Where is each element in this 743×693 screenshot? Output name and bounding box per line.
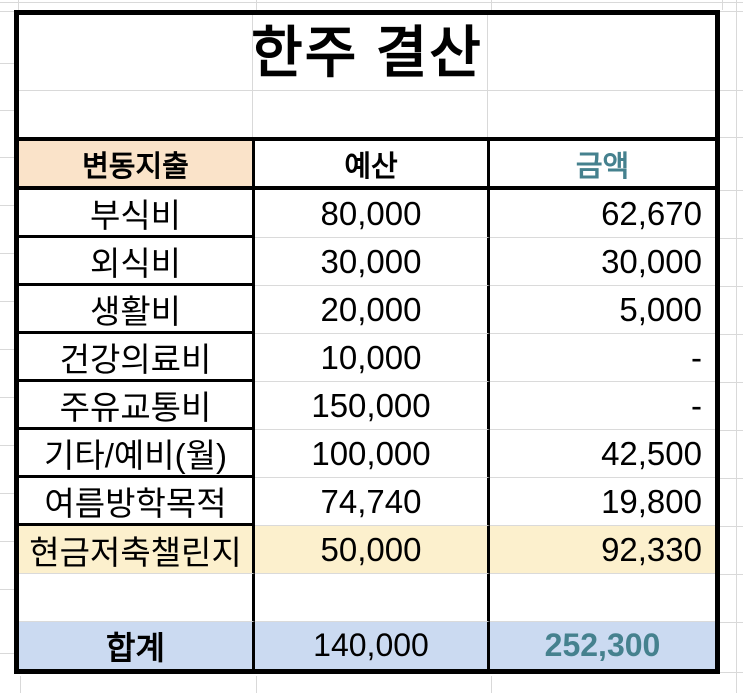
sheet-gridline xyxy=(0,445,14,446)
sheet-gridline xyxy=(0,253,14,254)
budget-cell[interactable]: 30,000 xyxy=(255,238,490,286)
sheet-gridline xyxy=(487,15,488,137)
budget-cell[interactable]: 80,000 xyxy=(255,190,490,238)
sheet-gridline xyxy=(0,653,14,654)
category-cell[interactable] xyxy=(19,574,255,622)
sheet-gridline xyxy=(0,2,743,3)
amount-cell[interactable]: 5,000 xyxy=(490,286,715,334)
budget-cell[interactable]: 20,000 xyxy=(255,286,490,334)
sheet-gridline xyxy=(0,589,14,590)
amount-cell[interactable] xyxy=(490,574,715,622)
budget-cell[interactable]: 74,740 xyxy=(255,478,490,526)
budget-cell[interactable]: 50,000 xyxy=(255,526,490,574)
header-amount-cell[interactable]: 금액 xyxy=(575,150,630,183)
sheet-gridline xyxy=(256,0,257,10)
sheet-gridline xyxy=(19,90,715,91)
header-budget-cell[interactable]: 예산 xyxy=(255,141,490,186)
sheet-gridline xyxy=(720,672,743,673)
sheet-gridline xyxy=(720,526,743,527)
amount-cell[interactable]: 62,670 xyxy=(490,190,715,238)
amount-cell[interactable]: 92,330 xyxy=(490,526,715,574)
sheet-gridline xyxy=(720,382,743,383)
amount-cell[interactable]: 42,500 xyxy=(490,430,715,478)
sheet-gridline xyxy=(0,349,14,350)
sheet-gridline xyxy=(0,493,14,494)
empty-row xyxy=(19,574,715,622)
sheet-gridline xyxy=(720,286,743,287)
sheet-gridline xyxy=(0,205,14,206)
table-row-highlighted: 현금저축챌린지 50,000 92,330 xyxy=(19,526,715,574)
sheet-gridline xyxy=(720,430,743,431)
amount-cell[interactable]: 19,800 xyxy=(490,478,715,526)
total-label-cell[interactable]: 합계 xyxy=(19,622,255,669)
table-row: 건강의료비 10,000 - xyxy=(19,334,715,382)
budget-cell[interactable]: 100,000 xyxy=(255,430,490,478)
category-cell[interactable]: 현금저축챌린지 xyxy=(19,526,255,574)
table-row: 외식비 30,000 30,000 xyxy=(19,238,715,286)
total-row: 합계 140,000 252,300 xyxy=(19,622,715,669)
header-row: 변동지출 예산 금액 xyxy=(19,137,715,190)
sheet-gridline xyxy=(720,11,743,12)
sheet-gridline xyxy=(720,238,743,239)
amount-cell[interactable]: - xyxy=(490,334,715,382)
table-row: 생활비 20,000 5,000 xyxy=(19,286,715,334)
sheet-gridline xyxy=(0,63,14,64)
sheet-gridline xyxy=(0,541,14,542)
amount-cell[interactable]: - xyxy=(490,382,715,430)
total-budget-cell[interactable]: 140,000 xyxy=(255,622,490,669)
sheet-gridline xyxy=(720,334,743,335)
category-cell[interactable]: 기타/예비(월) xyxy=(19,430,255,478)
category-cell[interactable]: 여름방학목적 xyxy=(19,478,255,526)
sheet-gridline xyxy=(720,478,743,479)
sheet-gridline xyxy=(491,0,492,10)
sheet-gridline xyxy=(0,110,14,111)
category-cell[interactable]: 주유교통비 xyxy=(19,382,255,430)
budget-cell[interactable]: 10,000 xyxy=(255,334,490,382)
sheet-gridline xyxy=(0,301,14,302)
sheet-gridline xyxy=(252,15,253,137)
sheet-gridline xyxy=(0,397,14,398)
sheet-gridline xyxy=(722,0,723,10)
sheet-gridline xyxy=(720,137,743,138)
category-cell[interactable]: 외식비 xyxy=(19,238,255,286)
table-row: 기타/예비(월) 100,000 42,500 xyxy=(19,430,715,478)
category-cell[interactable]: 건강의료비 xyxy=(19,334,255,382)
budget-cell[interactable] xyxy=(255,574,490,622)
header-category-cell[interactable]: 변동지출 xyxy=(19,141,255,186)
sheet-gridline xyxy=(20,676,21,693)
sheet-gridline xyxy=(720,190,743,191)
table-row: 주유교통비 150,000 - xyxy=(19,382,715,430)
table-row: 부식비 80,000 62,670 xyxy=(19,190,715,238)
title-row: 한주 결산 xyxy=(19,15,715,90)
sheet-gridline xyxy=(720,90,743,91)
sheet-gridline xyxy=(0,11,14,12)
total-amount-cell[interactable]: 252,300 xyxy=(490,622,715,669)
amount-cell[interactable]: 30,000 xyxy=(490,238,715,286)
title-block: 한주 결산 xyxy=(19,15,715,137)
sheet-gridline xyxy=(736,0,737,693)
sheet-gridline xyxy=(491,676,492,693)
sheet-gridline xyxy=(18,0,19,10)
table-row: 여름방학목적 74,740 19,800 xyxy=(19,478,715,526)
table-title[interactable]: 한주 결산 xyxy=(251,21,483,84)
budget-cell[interactable]: 150,000 xyxy=(255,382,490,430)
budget-table: 한주 결산 변동지출 예산 금액 부식비 80,000 62,670 외식비 3… xyxy=(14,10,720,674)
sheet-gridline xyxy=(720,574,743,575)
category-cell[interactable]: 생활비 xyxy=(19,286,255,334)
sheet-gridline xyxy=(256,676,257,693)
category-cell[interactable]: 부식비 xyxy=(19,190,255,238)
sheet-gridline xyxy=(0,157,14,158)
sheet-gridline xyxy=(720,622,743,623)
